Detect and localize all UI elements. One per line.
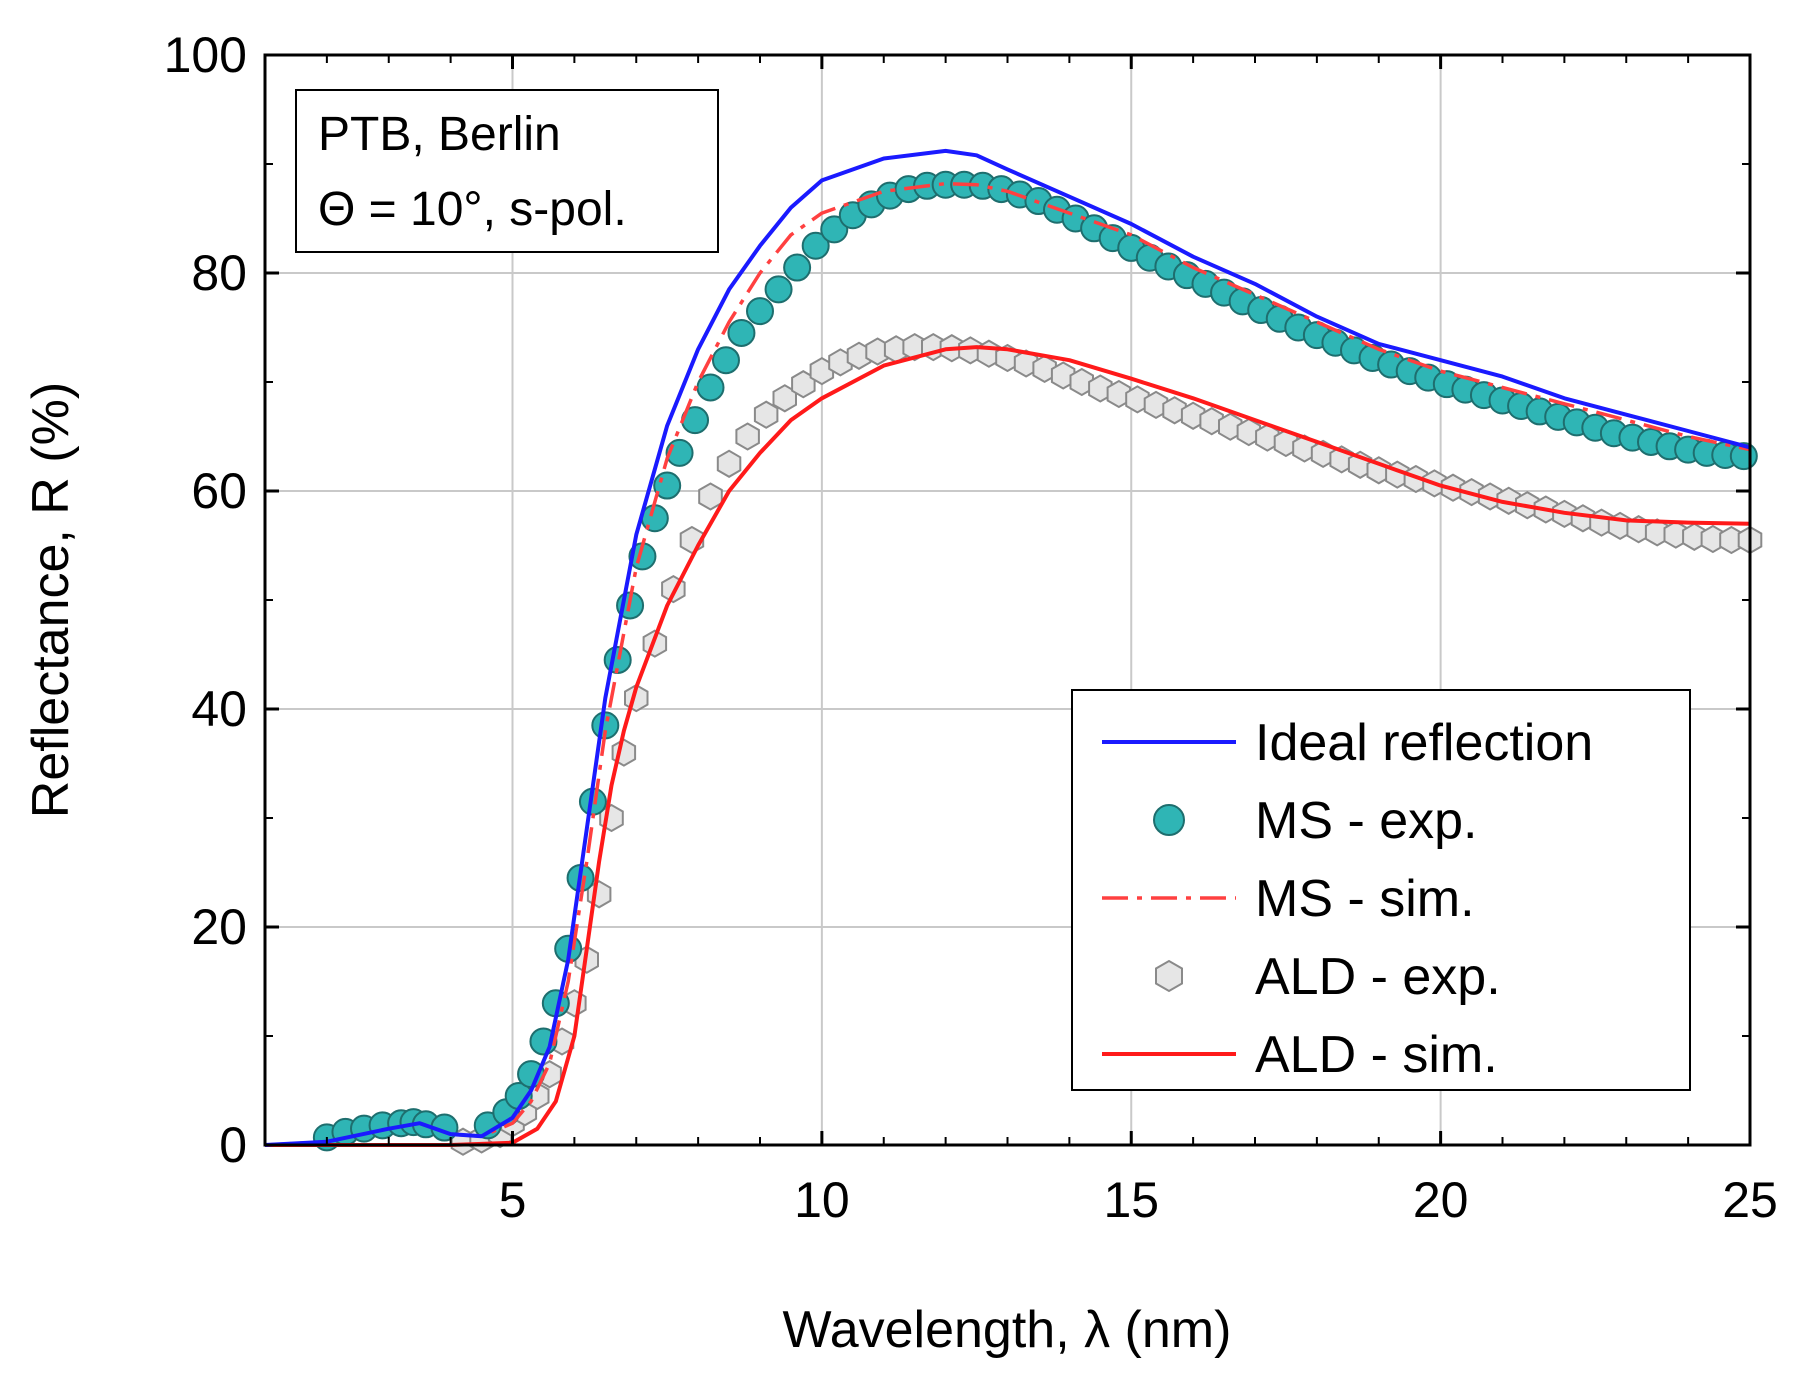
data-point (1125, 385, 1150, 414)
data-point (746, 297, 774, 326)
data-point (1106, 379, 1132, 409)
y-tick-label: 20 (191, 899, 247, 955)
series-ald-exp (450, 332, 1763, 1156)
series-ideal-reflection-line (264, 148, 1751, 1147)
data-point (711, 346, 740, 375)
data-point (1032, 354, 1057, 384)
data-point (1013, 349, 1039, 378)
data-point (1050, 361, 1076, 390)
data-point (1162, 396, 1187, 425)
legend-label: ALD - sim. (1255, 1026, 1498, 1084)
x-axis-label: Wavelength, λ (nm) (783, 1301, 1232, 1359)
annotation-frame (295, 89, 719, 253)
legend-item: ALD - exp. (1155, 948, 1501, 1006)
legend: Ideal reflection MS - exp. MS - sim. ALD - … (1071, 689, 1691, 1091)
data-point (1180, 401, 1206, 430)
y-tick-label: 80 (191, 245, 247, 301)
x-tick-label: 25 (1722, 1172, 1778, 1228)
x-tick-label: 20 (1413, 1172, 1469, 1228)
axis-ticks: 5 10 15 20 25 0 20 40 60 80 100 (164, 27, 1778, 1228)
legend-label: MS - sim. (1255, 870, 1475, 928)
annotation-line-2: Θ = 10°, s-pol. (318, 183, 627, 236)
data-point (640, 504, 669, 533)
data-point (1496, 486, 1521, 515)
legend-item: MS - exp. (1153, 792, 1478, 850)
data-point (1069, 367, 1094, 397)
data-point (764, 275, 793, 304)
data-point (1088, 374, 1113, 403)
series-ms-sim-line (264, 181, 1751, 1147)
data-point (727, 318, 756, 347)
data-point (1218, 412, 1243, 441)
data-point (1199, 407, 1224, 436)
series-ald-sim-line (265, 345, 1751, 1147)
data-point (820, 215, 849, 244)
legend-frame (1071, 689, 1691, 1091)
data-point (783, 253, 812, 282)
legend-label: Ideal reflection (1255, 714, 1593, 772)
data-point (735, 422, 760, 451)
legend-marker (1153, 804, 1185, 836)
y-tick-label: 60 (191, 463, 247, 519)
data-point (1255, 423, 1280, 452)
legend-item: MS - sim. (1102, 870, 1475, 928)
data-point (1143, 390, 1169, 420)
legend-marker (1155, 959, 1183, 993)
legend-item: Ideal reflection (1102, 714, 1593, 772)
x-tick-label: 5 (499, 1172, 527, 1228)
series-layer (264, 148, 1763, 1156)
annotation-line-1: PTB, Berlin (318, 108, 561, 161)
data-point (1477, 482, 1503, 511)
data-point (753, 400, 779, 429)
data-point (1236, 417, 1262, 447)
legend-label: ALD - exp. (1255, 948, 1501, 1006)
legend-label: MS - exp. (1255, 792, 1478, 850)
annotation-box: PTB, Berlin Θ = 10°, s-pol. (295, 89, 719, 253)
y-tick-label: 0 (219, 1117, 247, 1173)
y-tick-label: 40 (191, 681, 247, 737)
legend-item: ALD - sim. (1102, 1026, 1498, 1084)
data-point (698, 482, 723, 511)
data-point (716, 449, 742, 478)
y-tick-label: 100 (164, 27, 247, 83)
data-point (801, 231, 830, 260)
x-tick-label: 15 (1103, 1172, 1159, 1228)
x-tick-label: 10 (794, 1172, 850, 1228)
y-axis-label: Reflectance, R (%) (22, 382, 80, 818)
